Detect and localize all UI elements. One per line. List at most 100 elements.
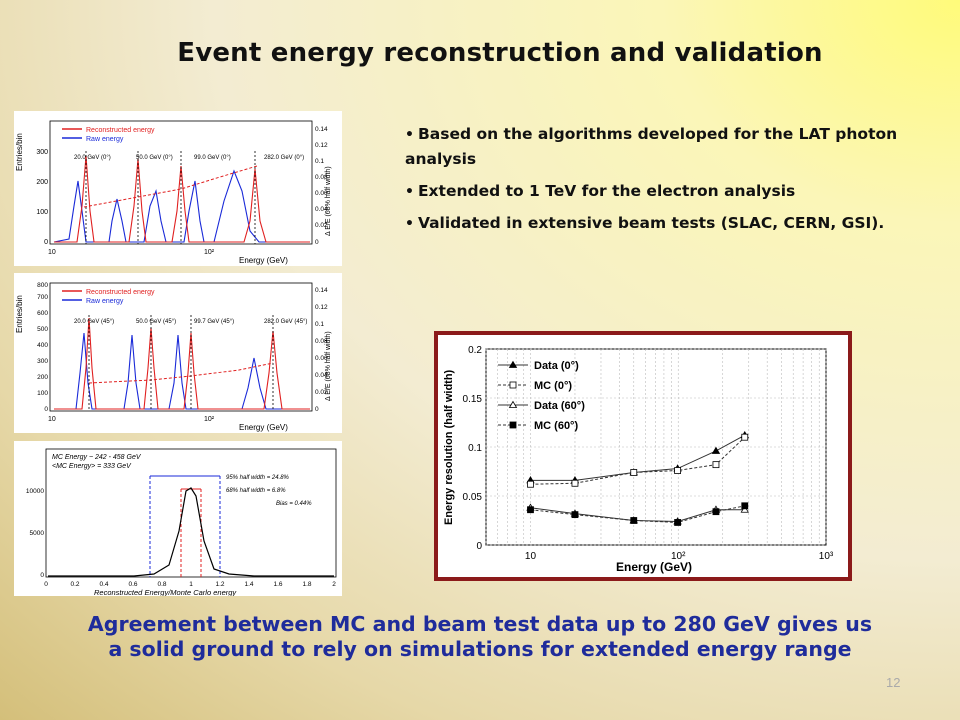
y-axis-label: Entries/bin (15, 133, 24, 171)
series-group (526, 430, 749, 526)
x-axis-label: Energy (GeV) (616, 560, 692, 574)
y-tick-label: 0.1 (468, 443, 482, 454)
info-text: <MC Energy> = 333 GeV (52, 463, 132, 470)
legend-label: Data (0°) (534, 360, 579, 372)
resolution-chart-frame: 0 0.05 0.1 0.15 0.2 10 10² 10³ Data (0°) MC (0°… (434, 331, 852, 581)
y-tick-label: 200 (36, 179, 48, 186)
x-tick-label: 0.4 (99, 581, 108, 588)
resolution-chart-svg: 0 0.05 0.1 0.15 0.2 10 10² 10³ Data (0°) MC (0°… (443, 345, 834, 574)
series-line (530, 436, 746, 485)
y-tick-label: 0.05 (463, 492, 483, 503)
peak-label: 282.0 GeV (0°) (264, 155, 304, 161)
x-tick-label: 10² (204, 249, 215, 256)
y2-tick-label: 0 (315, 239, 319, 246)
x-tick-label: 10 (48, 249, 56, 256)
data-point (508, 360, 518, 368)
data-point (712, 461, 720, 469)
data-point (630, 517, 638, 524)
bullet-item: • Extended to 1 TeV for the electron anal… (405, 179, 905, 204)
y-tick-label: 0.2 (468, 345, 482, 356)
x-ticks: 10 10² 10³ (525, 551, 834, 562)
y-tick-label: 100 (36, 209, 48, 216)
legend-label: Raw energy (86, 298, 124, 305)
conclusion-text: Agreement between MC and beam test data … (10, 612, 950, 661)
y2-tick-label: 0.04 (315, 372, 328, 379)
peak-label: 50.0 GeV (45°) (136, 319, 176, 325)
y-tick-label: 0 (44, 406, 48, 413)
x-tick-label: 0.2 (70, 581, 79, 588)
x-axis-label: Energy (GeV) (239, 423, 288, 432)
ratio-histogram-svg: MC Energy ~ 242 - 458 GeV <MC Energy> = … (26, 448, 337, 597)
y2-tick-label: 0.02 (315, 389, 328, 396)
peak-label: 282.0 GeV (45°) (264, 319, 307, 325)
y-tick-label: 300 (36, 149, 48, 156)
conclusion-line: a solid ground to rely on simulations fo… (108, 636, 852, 661)
histogram-panel-45deg: Entries/bin Δ E/E (68% half width) 0 100… (14, 273, 342, 433)
data-point (508, 400, 518, 408)
series-line (530, 434, 746, 481)
peak-label: 99.0 GeV (0°) (194, 155, 231, 161)
y-tick-label: 0 (40, 572, 44, 579)
y-tick-label: 10000 (26, 488, 44, 495)
x-tick-label: 1.4 (244, 581, 253, 588)
series-line (530, 505, 745, 523)
legend-label: Reconstructed energy (86, 127, 155, 134)
y2-tick-label: 0.14 (315, 287, 328, 294)
y-ticks: 0 0.05 0.1 0.15 0.2 (463, 345, 483, 552)
bullet-item: • Based on the algorithms developed for t… (405, 122, 905, 171)
y-tick-label: 200 (37, 374, 48, 381)
y-tick-label: 5000 (30, 530, 45, 537)
legend-label: MC (0°) (534, 380, 572, 392)
bullet-item: • Validated in extensive beam tests (SLAC… (405, 211, 905, 236)
data-point (711, 446, 721, 454)
bullet-text: Based on the algorithms developed for th… (405, 125, 898, 168)
x-tick-label: 2 (332, 581, 336, 588)
y2-tick-label: 0.1 (315, 158, 324, 165)
legend-label: Raw energy (86, 136, 124, 143)
y2-tick-label: 0 (315, 406, 319, 413)
conclusion-line: Agreement between MC and beam test data … (87, 612, 873, 636)
x-tick-label: 10² (671, 551, 686, 562)
y2-tick-label: 0.12 (315, 304, 328, 311)
bullet-text: Extended to 1 TeV for the electron analy… (417, 181, 796, 200)
histogram-45deg-svg: Entries/bin Δ E/E (68% half width) 0 100… (15, 282, 332, 432)
x-tick-label: 1.6 (273, 581, 282, 588)
peak-label: 99.7 GeV (45°) (194, 319, 234, 325)
y2-tick-label: 0.02 (315, 222, 328, 229)
legend-label: Data (60°) (534, 400, 585, 412)
data-point (712, 508, 720, 516)
y-tick-label: 600 (37, 310, 48, 317)
data-point (674, 467, 681, 474)
width-label: 68% half width = 6.8% (226, 488, 286, 494)
x-tick-label: 1.8 (302, 581, 311, 588)
histogram-0deg-svg: Entries/bin Δ E/E (68% half width) 0 100… (15, 120, 332, 265)
data-point (509, 421, 517, 429)
y2-tick-label: 0.08 (315, 338, 328, 345)
y-tick-label: 800 (37, 282, 48, 289)
x-axis-label: Reconstructed Energy/Monte Carlo energy (94, 588, 237, 596)
y2-axis-label: Δ E/E (68% half width) (325, 331, 332, 401)
page-number: 12 (886, 675, 901, 690)
bullet-icon: • (405, 183, 414, 200)
data-point (740, 505, 749, 513)
data-point (630, 469, 638, 476)
width-label: 95% half width = 24.8% (226, 475, 290, 481)
y2-tick-label: 0.04 (315, 206, 328, 213)
data-point (527, 480, 534, 488)
x-tick-label: 0.8 (157, 581, 166, 588)
x-tick-label: 0 (44, 581, 48, 588)
y-tick-label: 500 (37, 326, 48, 333)
y2-tick-label: 0.06 (315, 355, 328, 362)
y2-tick-label: 0.1 (315, 321, 324, 328)
bullet-icon: • (405, 127, 414, 143)
x-axis-label: Energy (GeV) (239, 256, 288, 265)
x-tick-label: 10 (525, 551, 537, 562)
data-point (741, 502, 749, 510)
y-tick-label: 0 (476, 541, 482, 552)
grid (485, 348, 827, 546)
x-tick-label: 10³ (819, 551, 834, 562)
peak-label: 20.0 GeV (0°) (74, 155, 111, 161)
legend-label: MC (60°) (534, 420, 578, 432)
y2-axis-label: Δ E/E (68% half width) (325, 166, 332, 236)
legend: Data (0°) MC (0°) Data (60°) MC (60°) (498, 360, 585, 432)
